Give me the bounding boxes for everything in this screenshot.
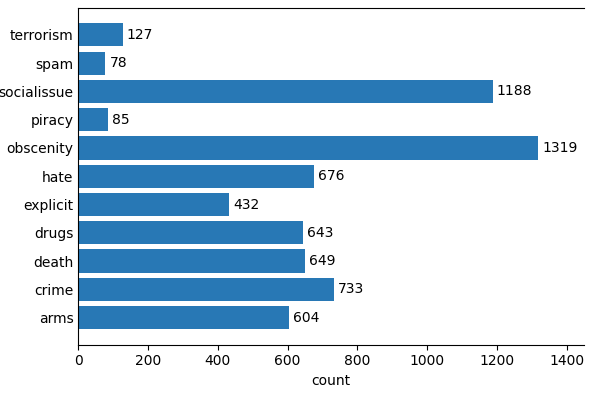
Bar [78,108,108,131]
Text: 78: 78 [110,56,127,70]
Text: 85: 85 [112,112,129,127]
Bar [78,221,302,244]
X-axis label: count: count [312,374,350,388]
Text: 649: 649 [309,254,335,268]
Text: 676: 676 [318,169,345,183]
Text: 127: 127 [127,28,153,42]
Bar [78,23,123,46]
Text: 1319: 1319 [542,141,578,155]
Bar [78,193,229,216]
Bar [78,80,492,103]
Bar [78,136,538,160]
Text: 643: 643 [306,226,333,240]
Bar [78,165,314,188]
Bar [78,278,334,301]
Text: 1188: 1188 [497,84,532,98]
Text: 432: 432 [233,198,259,211]
Text: 733: 733 [338,282,364,296]
Bar [78,249,305,273]
Text: 604: 604 [293,310,320,325]
Bar [78,51,105,75]
Bar [78,306,289,329]
